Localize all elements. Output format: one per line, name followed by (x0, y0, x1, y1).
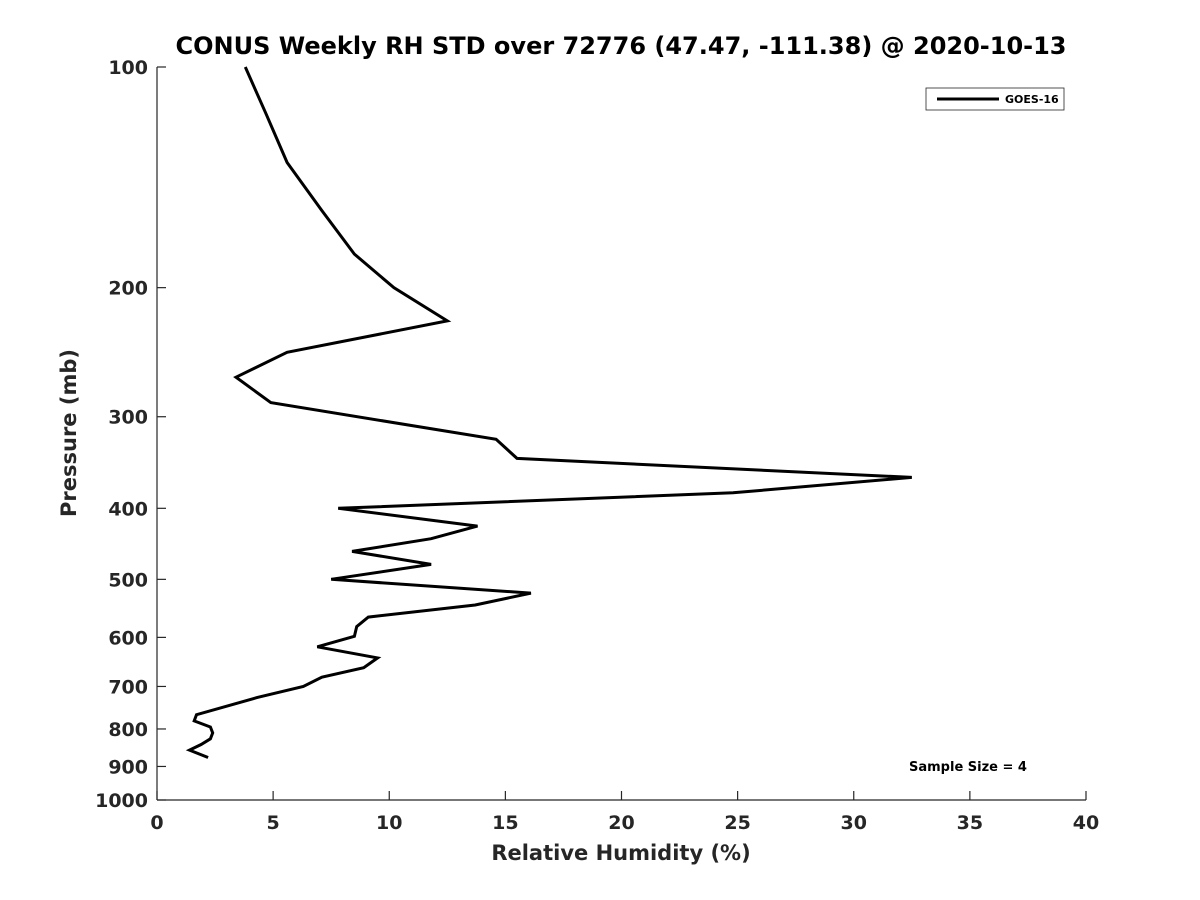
y-ticks: 100 200 300 400 500 600 700 800 900 1000 (95, 57, 166, 812)
y-axis-label: Pressure (mb) (57, 349, 81, 517)
y-tick-label: 300 (108, 407, 148, 429)
x-tick-label: 20 (608, 812, 634, 834)
y-tick-label: 600 (108, 627, 148, 649)
x-tick-label: 30 (841, 812, 867, 834)
series-layer (185, 66, 912, 759)
x-tick-label: 5 (267, 812, 280, 834)
x-tick-label: 15 (492, 812, 518, 834)
y-tick-label: 1000 (95, 790, 148, 812)
x-tick-label: 0 (150, 812, 163, 834)
chart-title: CONUS Weekly RH STD over 72776 (47.47, -… (175, 32, 1066, 60)
y-tick-label: 900 (108, 756, 148, 778)
x-tick-label: 40 (1073, 812, 1099, 834)
y-tick-label: 500 (108, 569, 148, 591)
legend: GOES-16 (925, 87, 1065, 111)
y-tick-label: 100 (108, 57, 148, 79)
series-line-goes-16 (185, 66, 912, 759)
legend-label: GOES-16 (1005, 93, 1059, 106)
x-ticks: 0 5 10 15 20 25 30 35 40 (150, 791, 1099, 834)
y-tick-label: 800 (108, 719, 148, 741)
x-tick-label: 35 (957, 812, 983, 834)
x-tick-label: 10 (376, 812, 402, 834)
x-tick-label: 25 (724, 812, 750, 834)
sample-size-annotation: Sample Size = 4 (909, 760, 1027, 775)
x-axis-label: Relative Humidity (%) (491, 841, 750, 865)
y-tick-label: 200 (108, 278, 148, 300)
y-tick-label: 400 (108, 498, 148, 520)
y-tick-label: 700 (108, 676, 148, 698)
